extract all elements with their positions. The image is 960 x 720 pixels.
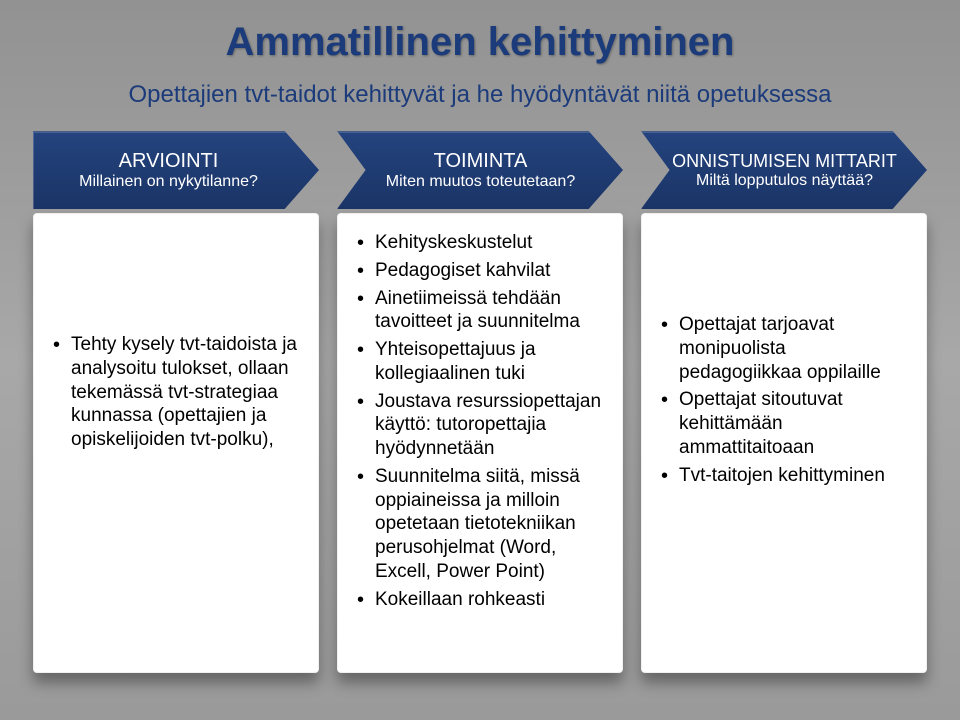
list-item: Kehityskeskustelut (363, 231, 609, 255)
list-item: Ainetiimeissä tehdään tavoitteet ja suun… (363, 287, 609, 335)
list-item: Opettajat tarjoavat monipuolista pedagog… (667, 313, 913, 384)
column-mittarit: ONNISTUMISEN MITTARIT Miltä lopputulos n… (641, 131, 927, 673)
list-item: Joustava resurssiopettajan käyttö: tutor… (363, 390, 609, 461)
list-item: Pedagogiset kahvilat (363, 259, 609, 283)
page-title: Ammatillinen kehittyminen (30, 20, 930, 65)
header-sublabel: Miten muutos toteutetaan? (386, 173, 575, 191)
column-arviointi: ARVIOINTI Millainen on nykytilanne? Teht… (33, 131, 319, 673)
header-sublabel: Millainen on nykytilanne? (79, 173, 258, 191)
list-item: Tvt-taitojen kehittyminen (667, 464, 913, 488)
header-sublabel: Miltä lopputulos näyttää? (696, 172, 873, 190)
list-item: Tehty kysely tvt-taidoista ja analysoitu… (59, 333, 305, 452)
body-mittarit: Opettajat tarjoavat monipuolista pedagog… (641, 213, 927, 673)
subtitle: Opettajien tvt-taidot kehittyvät ja he h… (30, 81, 930, 109)
header-label: TOIMINTA (434, 150, 528, 173)
slide: Ammatillinen kehittyminen Opettajien tvt… (0, 0, 960, 720)
header-label: ONNISTUMISEN MITTARIT (672, 151, 897, 172)
column-toiminta: TOIMINTA Miten muutos toteutetaan? Kehit… (337, 131, 623, 673)
columns-container: ARVIOINTI Millainen on nykytilanne? Teht… (30, 131, 930, 673)
header-toiminta: TOIMINTA Miten muutos toteutetaan? (337, 131, 623, 209)
body-toiminta: Kehityskeskustelut Pedagogiset kahvilat … (337, 213, 623, 673)
header-mittarit: ONNISTUMISEN MITTARIT Miltä lopputulos n… (641, 131, 927, 209)
body-arviointi: Tehty kysely tvt-taidoista ja analysoitu… (33, 213, 319, 673)
header-label: ARVIOINTI (119, 150, 219, 173)
list-item: Kokeillaan rohkeasti (363, 588, 609, 612)
list-item: Opettajat sitoutuvat kehittämään ammatti… (667, 388, 913, 459)
list-item: Yhteisopettajuus ja kollegiaalinen tuki (363, 338, 609, 386)
header-arviointi: ARVIOINTI Millainen on nykytilanne? (33, 131, 319, 209)
list-item: Suunnitelma siitä, missä oppiaineissa ja… (363, 465, 609, 584)
